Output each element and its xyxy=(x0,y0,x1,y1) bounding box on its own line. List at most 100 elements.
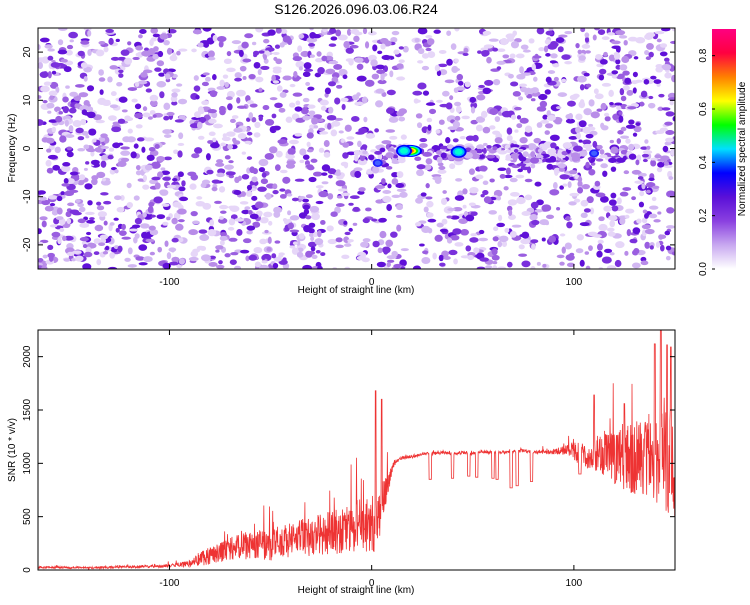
heatmap-cell xyxy=(496,60,506,65)
heatmap-cell xyxy=(138,262,148,266)
heatmap-cell xyxy=(381,54,391,61)
heatmap-cell xyxy=(620,126,627,132)
heatmap-cell xyxy=(336,175,344,180)
heatmap-cell xyxy=(340,138,346,143)
heatmap-cell xyxy=(98,40,106,45)
heatmap-cell xyxy=(660,43,668,48)
colorbar-tick-label: 0.4 xyxy=(698,155,709,169)
heatmap-cell xyxy=(242,238,252,244)
heatmap-cell xyxy=(260,65,270,71)
heatmap-cell xyxy=(541,204,552,212)
heatmap-cell xyxy=(104,245,110,251)
heatmap-cell xyxy=(271,113,277,119)
heatmap-cell xyxy=(239,201,249,205)
heatmap-cell xyxy=(438,254,444,262)
heatmap-cell xyxy=(575,42,580,49)
heatmap-cell xyxy=(447,144,454,150)
heatmap-cell xyxy=(425,158,433,165)
heatmap-cell xyxy=(614,102,623,106)
heatmap-cell xyxy=(416,122,423,129)
heatmap-cell xyxy=(218,41,224,48)
heatmap-cell xyxy=(258,158,269,167)
heatmap-cell xyxy=(585,265,591,269)
heatmap-cell xyxy=(80,118,87,126)
heatmap-cell xyxy=(421,257,431,264)
heatmap-cell xyxy=(77,50,85,57)
heatmap-cell xyxy=(390,36,398,43)
heatmap-cell xyxy=(631,196,636,201)
heatmap-cell xyxy=(234,72,242,79)
heatmap-cell xyxy=(341,254,350,260)
heatmap-cell xyxy=(79,105,90,112)
heatmap-cell xyxy=(354,57,364,63)
heatmap-cell xyxy=(80,62,88,69)
heatmap-cell xyxy=(248,254,258,261)
heatmap-cell xyxy=(606,265,617,269)
heatmap-cell xyxy=(300,50,310,58)
heatmap-cell xyxy=(417,47,425,55)
heatmap-cell xyxy=(340,97,349,102)
heatmap-cell xyxy=(447,207,456,212)
heatmap-cell xyxy=(545,214,555,219)
heatmap-cell xyxy=(224,164,234,170)
heatmap-cell xyxy=(492,157,500,163)
heatmap-cell xyxy=(519,117,529,124)
heatmap-cell xyxy=(259,216,269,224)
heatmap-cell xyxy=(208,131,216,137)
heatmap-cell xyxy=(439,103,450,108)
heatmap-cell xyxy=(149,149,159,157)
heatmap-cell xyxy=(274,102,283,109)
heatmap-cell xyxy=(241,174,250,180)
heatmap-cell xyxy=(594,93,604,100)
heatmap-cell xyxy=(193,75,199,81)
heatmap-cell xyxy=(294,132,303,137)
heatmap-cell xyxy=(633,56,639,60)
heatmap-cell xyxy=(248,112,254,120)
heatmap-cell xyxy=(651,160,657,167)
heatmap-cell xyxy=(97,97,107,106)
heatmap-cell xyxy=(614,259,622,268)
heatmap-cell xyxy=(578,55,586,61)
heatmap-cell xyxy=(567,181,572,189)
heatmap-cell xyxy=(349,195,360,200)
heatmap-cell xyxy=(632,87,637,94)
heatmap-cell xyxy=(51,70,57,75)
heatmap-cell xyxy=(224,253,231,258)
heatmap-cell xyxy=(117,160,127,168)
heatmap-cell xyxy=(207,140,214,144)
heatmap-cell xyxy=(116,82,123,87)
heatmap-cell xyxy=(564,30,573,35)
heatmap-cell xyxy=(637,176,644,180)
heatmap-cell xyxy=(559,185,564,190)
heatmap-cell xyxy=(508,200,517,206)
heatmap-cell xyxy=(197,42,204,48)
heatmap-cell xyxy=(317,67,325,75)
heatmap-cell xyxy=(585,161,590,169)
heatmap-cell xyxy=(311,213,320,221)
heatmap-cell xyxy=(386,89,396,96)
heatmap-cell xyxy=(439,262,446,267)
heatmap-cell xyxy=(237,175,242,181)
heatmap-cell xyxy=(71,258,77,262)
heatmap-cell xyxy=(171,217,178,225)
heatmap-cell xyxy=(77,179,85,186)
heatmap-cell xyxy=(320,220,326,225)
heatmap-cell xyxy=(492,130,501,135)
heatmap-cell xyxy=(162,176,171,181)
heatmap-cell xyxy=(488,210,498,215)
heatmap-cell xyxy=(249,103,258,108)
heatmap-cell xyxy=(484,79,494,86)
heatmap-cell xyxy=(97,211,108,218)
heatmap-cell xyxy=(38,57,46,63)
heatmap-cell xyxy=(141,50,152,57)
heatmap-cell xyxy=(261,260,268,264)
heatmap-cell xyxy=(318,190,329,198)
heatmap-cell xyxy=(346,136,355,140)
heatmap-cell xyxy=(625,138,631,144)
heatmap-cell xyxy=(235,89,246,97)
heatmap-cell xyxy=(272,80,280,84)
heatmap-cell xyxy=(447,126,458,131)
heatmap-cell xyxy=(120,157,130,162)
heatmap-cell xyxy=(208,118,217,124)
